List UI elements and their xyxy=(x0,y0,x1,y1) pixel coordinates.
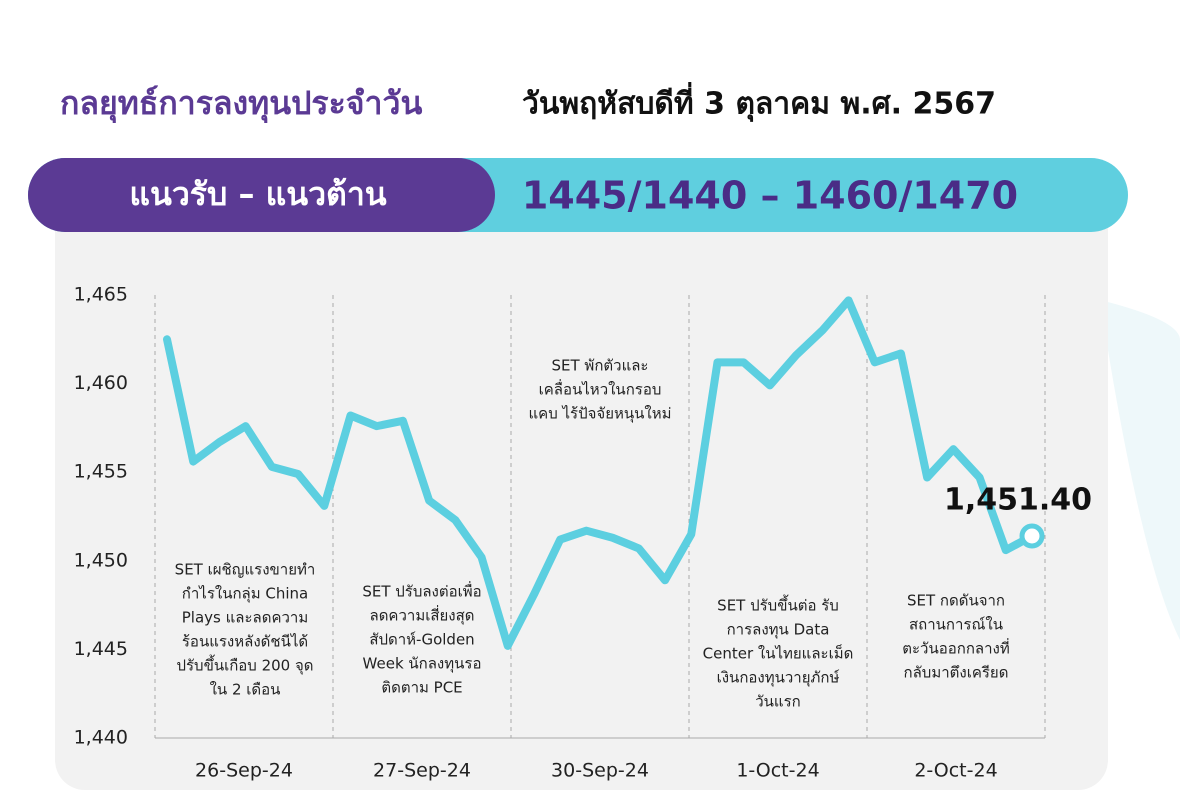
annotation: Week นักลงทุนรอ xyxy=(363,655,482,674)
y-tick-label: 1,460 xyxy=(74,372,128,394)
annotation: SET พักตัวและ xyxy=(552,357,649,375)
annotation: เงินกองทุนวายุภักษ์ xyxy=(717,669,840,688)
annotation: Plays และลดความ xyxy=(182,609,308,627)
annotation: เคลื่อนไหวในกรอบ xyxy=(539,379,662,399)
annotation: การลงทุน Data xyxy=(727,621,830,640)
annotation: สัปดาห์-Golden xyxy=(369,631,474,649)
value-label: 1,451.40 xyxy=(944,482,1092,517)
annotation: สถานการณ์ใน xyxy=(909,616,1003,634)
annotation: ปรับขึ้นเกือบ 200 จุด xyxy=(176,655,313,676)
annotation: SET ปรับขึ้นต่อ รับ xyxy=(717,595,839,615)
annotation: วันแรก xyxy=(755,693,800,711)
annotation: ตะวันออกกลางที่ xyxy=(902,638,1009,658)
x-tick-label: 26-Sep-24 xyxy=(195,760,293,782)
annotation: SET กดดันจาก xyxy=(907,592,1005,610)
x-tick-label: 2-Oct-24 xyxy=(914,760,997,782)
y-tick-label: 1,445 xyxy=(74,638,128,660)
decor xyxy=(1100,300,1180,640)
y-tick-label: 1,465 xyxy=(74,284,128,306)
banner-left xyxy=(28,158,495,232)
date: วันพฤหัสบดีที่ 3 ตุลาคม พ.ศ. 2567 xyxy=(522,82,996,123)
annotation: กำไรในกลุ่ม China xyxy=(182,585,308,604)
title: กลยุทธ์การลงทุนประจำวัน xyxy=(60,84,422,124)
banner-label: แนวรับ – แนวต้าน xyxy=(129,175,386,213)
annotation: แคบ ไร้ปัจจัยหนุนใหม่ xyxy=(529,405,672,424)
x-tick-label: 27-Sep-24 xyxy=(373,760,471,782)
line xyxy=(163,296,1036,650)
y-tick-label: 1,440 xyxy=(74,727,128,749)
card xyxy=(55,200,1108,790)
annotation: กลับมาตึงเครียด xyxy=(904,664,1009,682)
annotation: ติดตาม PCE xyxy=(381,679,462,697)
plot: 1,440 1,445 1,450 1,455 1,460 1,465 26-Sep-24 2… xyxy=(74,284,1092,782)
banner-levels: 1445/1440 – 1460/1470 xyxy=(522,174,1018,218)
x-tick-label: 30-Sep-24 xyxy=(551,760,649,782)
end-point xyxy=(1019,523,1045,549)
y-tick-label: 1,455 xyxy=(74,461,128,483)
annotation: ลดความเสี่ยงสุด xyxy=(370,605,475,626)
annotation: Center ในไทยและเม็ด xyxy=(703,644,854,663)
y-tick-label: 1,450 xyxy=(74,549,128,571)
annotation: ร้อนแรงหลังดัชนีได้ xyxy=(182,633,308,651)
x-tick-label: 1-Oct-24 xyxy=(736,760,819,782)
annotation: ใน 2 เดือน xyxy=(210,681,281,699)
annotation: SET ปรับลงต่อเพื่อ xyxy=(362,581,481,601)
annotation: SET เผชิญแรงขายทำ xyxy=(175,561,316,579)
